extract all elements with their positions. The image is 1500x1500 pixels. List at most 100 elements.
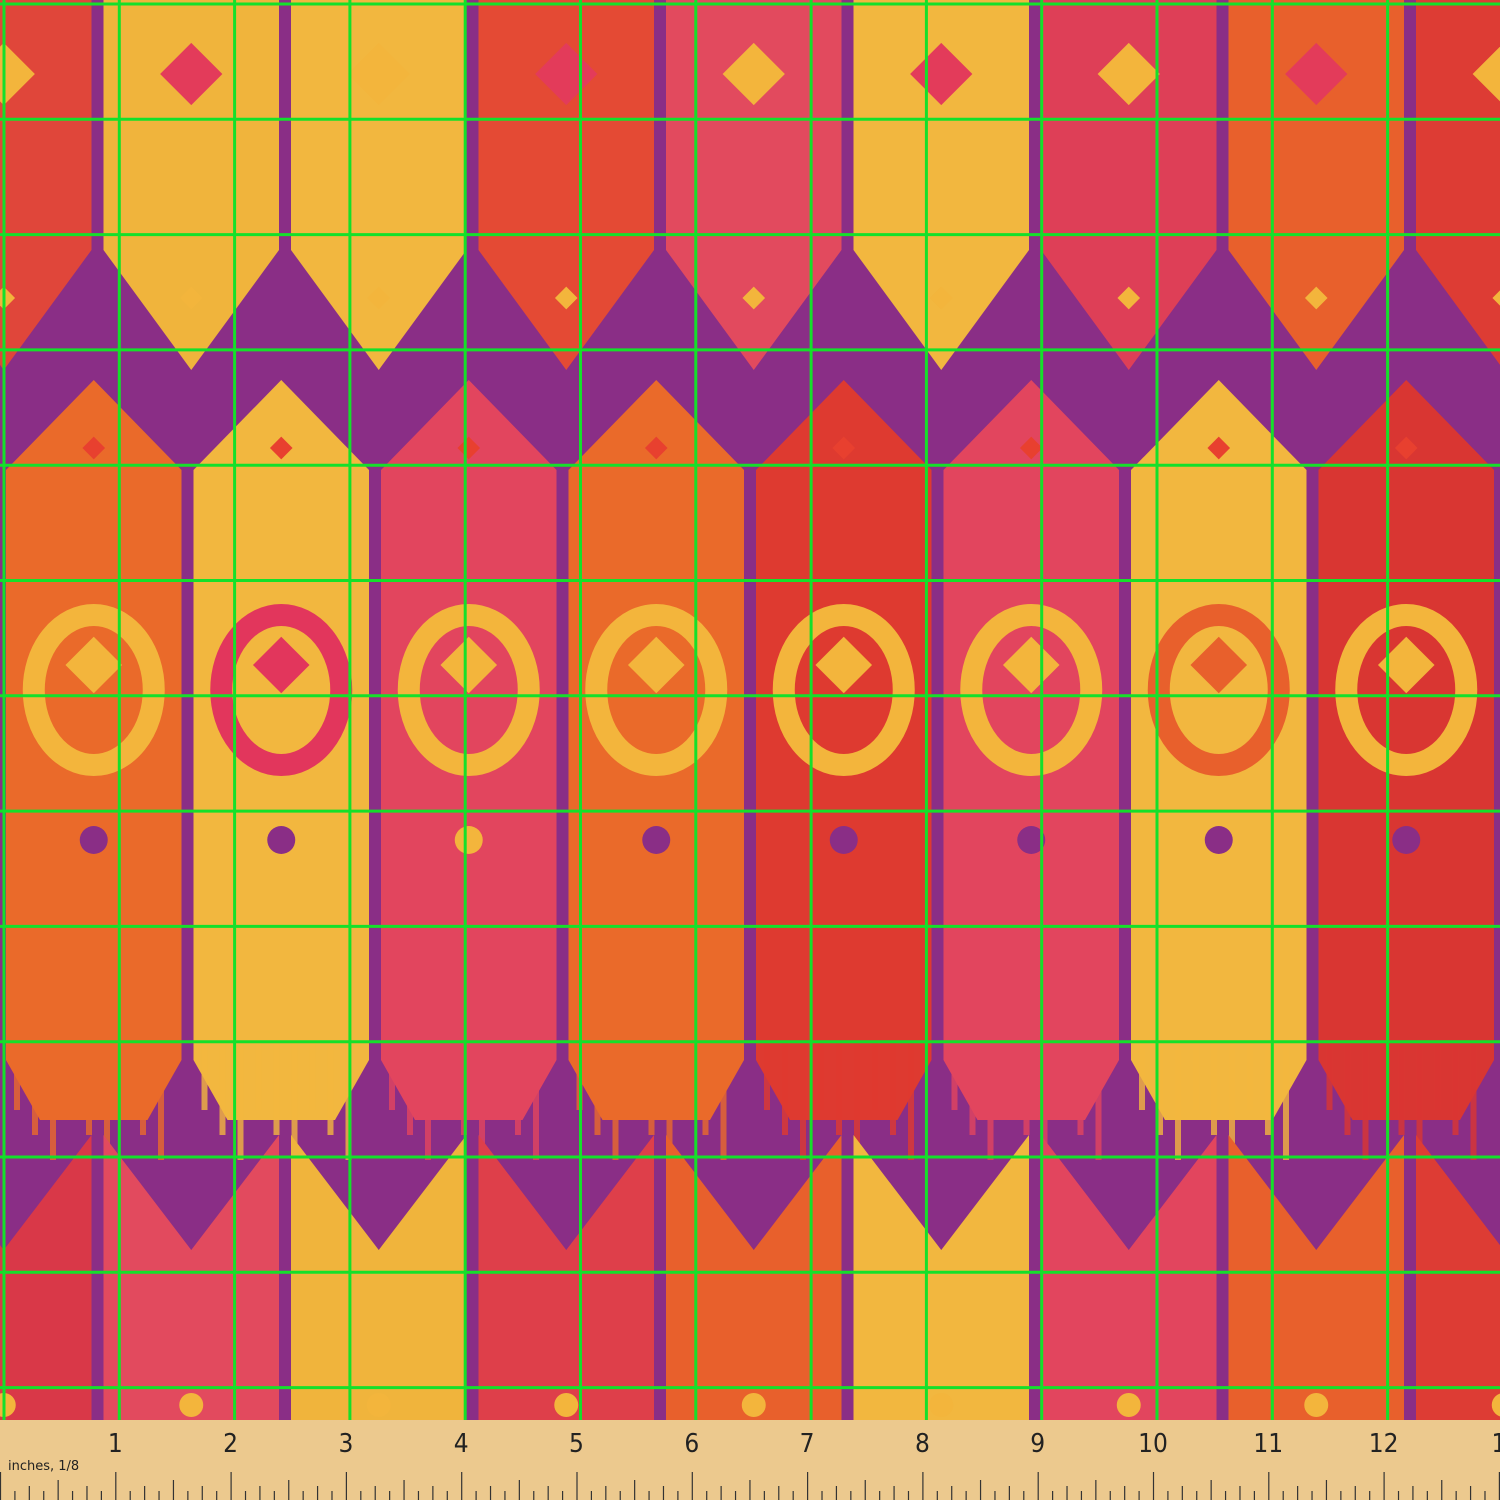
motif [1002, 636, 1060, 694]
motif-dot [829, 826, 858, 854]
fringe [1283, 1040, 1289, 1160]
motif [644, 436, 668, 460]
fringe [1211, 1040, 1217, 1135]
fringe [648, 1040, 655, 1135]
fringe [443, 1040, 449, 1110]
motif [1394, 436, 1418, 460]
stripe-bottom [666, 1135, 842, 1420]
motif-dot [267, 826, 296, 854]
fringe [1175, 1040, 1181, 1160]
ruler-number: 1 [1491, 1429, 1500, 1459]
stripe-bottom [478, 1135, 654, 1420]
motif [1207, 436, 1231, 460]
fringe [1095, 1040, 1102, 1160]
motif-dot [554, 1393, 579, 1417]
fringe [309, 1040, 316, 1110]
fringe [1326, 1040, 1333, 1110]
fringe [1362, 1040, 1369, 1160]
stripe-top [666, 0, 842, 370]
ruler-unit-label: inches, 1/8 [8, 1459, 79, 1474]
motif-dot [929, 1393, 954, 1417]
stripe-middle [568, 380, 744, 1120]
motif [1190, 636, 1248, 694]
motif-dot [1392, 826, 1421, 854]
stripe-top [478, 0, 654, 370]
ruler-number: 8 [915, 1429, 930, 1459]
motif-dot [366, 1393, 391, 1417]
fringe [158, 1040, 164, 1160]
motif [1019, 436, 1043, 460]
motif-dot [454, 826, 483, 854]
stripe-bottom [1041, 1135, 1217, 1420]
fringe [818, 1040, 824, 1110]
motif [269, 436, 293, 460]
ruler-number: 6 [684, 1429, 699, 1459]
fringe [479, 1040, 485, 1160]
fringe [407, 1040, 413, 1135]
motif [1304, 286, 1328, 310]
fringe [1193, 1040, 1199, 1110]
motif-dot [1204, 826, 1233, 854]
fringe [1398, 1040, 1405, 1135]
fringe [969, 1040, 976, 1135]
fringe [1005, 1040, 1012, 1110]
motif-ring [210, 604, 353, 776]
stripe-middle [193, 380, 369, 1120]
ruler-number: 7 [800, 1429, 815, 1459]
motif [1377, 636, 1435, 694]
motif [832, 436, 856, 460]
stripe-middle [6, 380, 182, 1120]
ruler-ticks: 1 2 3 4 5 6 7 8 9 10 11 12 1 [0, 1429, 1500, 1500]
motif-ring [585, 604, 728, 776]
motif-dot [1017, 826, 1046, 854]
motif-ring [22, 604, 165, 776]
fringe [14, 1040, 20, 1110]
fringe [497, 1040, 503, 1110]
stripe-bottom [853, 1135, 1029, 1420]
motif-dot [1491, 1393, 1500, 1417]
fringe [86, 1040, 92, 1135]
fringe [1023, 1040, 1030, 1135]
fringe [1265, 1040, 1271, 1135]
stripe-bottom [0, 1135, 92, 1420]
motif-ring [1335, 604, 1478, 776]
fringe [908, 1040, 914, 1160]
fringe [1380, 1040, 1387, 1110]
fringe [122, 1040, 128, 1110]
motif-ring [772, 604, 915, 776]
fringe [1041, 1040, 1048, 1160]
fringe [237, 1040, 244, 1160]
stripe-top [853, 0, 1029, 370]
fringe [836, 1040, 842, 1135]
fringe [782, 1040, 788, 1135]
motif-dot [1116, 1393, 1141, 1417]
ruler-number: 1 [108, 1429, 123, 1459]
fringe [854, 1040, 860, 1160]
motif-ring [397, 604, 540, 776]
motif [742, 286, 766, 310]
fringe [1416, 1040, 1423, 1160]
stripe-top [0, 0, 92, 370]
motif [722, 42, 785, 106]
motif-ring [1147, 604, 1290, 776]
fringe [1229, 1040, 1235, 1160]
motif [347, 42, 410, 106]
stripe-middle [1131, 380, 1307, 1120]
fringe [1157, 1040, 1163, 1135]
stripe-middle [381, 380, 557, 1120]
motif-dot [79, 826, 108, 854]
fringe [219, 1040, 226, 1135]
motif [627, 636, 685, 694]
fringe [533, 1040, 539, 1160]
motif-dot [1304, 1393, 1329, 1417]
fringe [327, 1040, 334, 1135]
motif-dot [642, 826, 671, 854]
fringe [425, 1040, 431, 1160]
measurement-grid [0, 0, 1500, 1420]
fringe [872, 1040, 878, 1110]
ruler-number: 9 [1030, 1429, 1045, 1459]
fringe [1139, 1040, 1145, 1110]
stripe-bottom [291, 1135, 467, 1420]
